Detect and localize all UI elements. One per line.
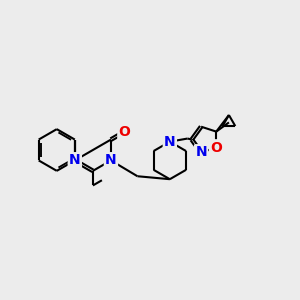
Text: N: N (164, 135, 176, 149)
Text: O: O (118, 125, 130, 139)
Text: N: N (195, 146, 207, 160)
Text: N: N (69, 153, 81, 167)
Text: O: O (210, 140, 222, 154)
Text: N: N (105, 153, 117, 167)
